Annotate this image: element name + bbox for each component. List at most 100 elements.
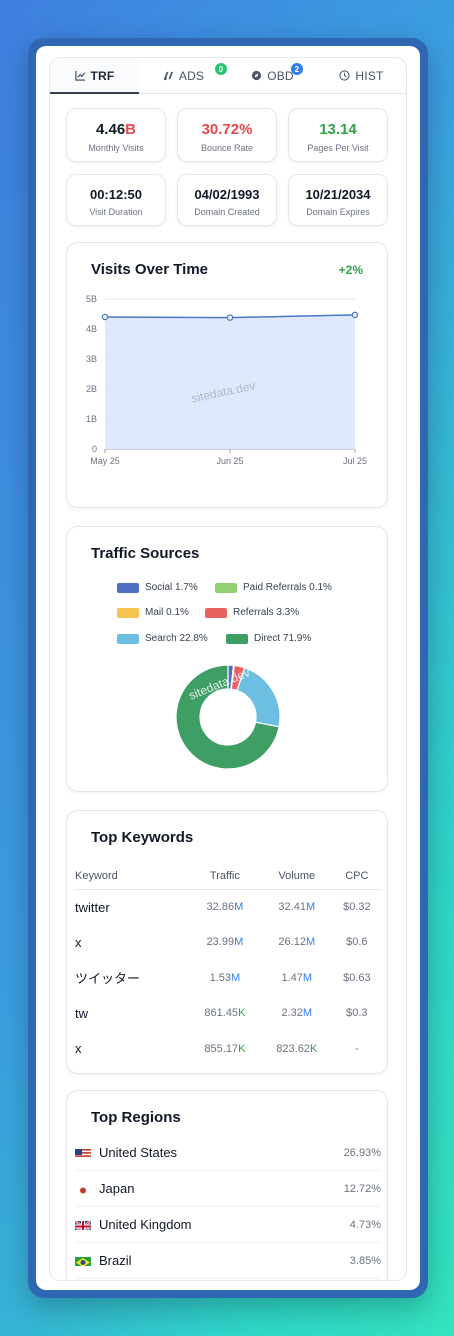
region-pct: 12.72% (343, 1182, 381, 1195)
traffic-cell: 23.99M (206, 936, 244, 949)
legend-swatch (215, 582, 237, 593)
tab-trf-label: TRF (90, 68, 115, 83)
data-point (226, 314, 234, 321)
legend-label: Social 1.7% (145, 582, 198, 593)
region-row[interactable]: Brazil 3.85% (75, 1243, 381, 1279)
chart-line-icon (74, 70, 85, 81)
region-name: Japan (99, 1181, 135, 1196)
keyword-cell: tw (75, 1005, 88, 1021)
pages-per-visit-value: 13.14 (319, 121, 357, 138)
tab-obd[interactable]: OBD 2 (228, 58, 317, 93)
stat-domain-created: 04/02/1993 Domain Created (177, 174, 277, 226)
legend-swatch (205, 607, 227, 618)
legend-label: Paid Referrals 0.1% (243, 582, 332, 593)
tab-ads[interactable]: ADS 0 (139, 58, 228, 93)
ads-count-badge: 0 (215, 63, 227, 75)
legend-paid-referrals: Paid Referrals 0.1% (215, 582, 332, 593)
region-name: United States (99, 1145, 178, 1160)
stat-monthly-visits: 4.46B Monthly Visits (66, 108, 166, 162)
legend-label: Mail 0.1% (145, 607, 189, 618)
keyword-row[interactable]: x 23.99M 26.12M $0.6 (75, 925, 381, 961)
keyword-cell: ツイッター (75, 971, 141, 987)
volume-cell: 26.12M (278, 936, 316, 949)
data-point (351, 311, 359, 319)
legend-search: Search 22.8% (117, 633, 208, 644)
legend-swatch (117, 582, 139, 593)
bounce-rate-label: Bounce Rate (200, 143, 254, 153)
legend-social: Social 1.7% (117, 582, 198, 593)
ads-icon (163, 71, 173, 81)
y-tick-label: 3B (86, 354, 97, 364)
br-flag-icon (75, 1255, 91, 1266)
domain-expires-value: 10/21/2034 (305, 187, 371, 202)
traffic-card-title: Traffic Sources (91, 545, 200, 562)
cpc-cell: $0.6 (346, 936, 368, 949)
traffic-donut-chart (175, 664, 281, 770)
col-traffic[interactable]: Traffic (188, 863, 261, 890)
y-tick-label: 1B (86, 414, 97, 424)
keyword-row[interactable]: x 855.17K 823.62K - (75, 1031, 381, 1067)
region-pct: 26.93% (343, 1146, 381, 1159)
obd-count-badge: 2 (291, 63, 303, 75)
keyword-row[interactable]: tw 861.45K 2.32M $0.3 (75, 996, 381, 1032)
legend-label: Search 22.8% (145, 633, 208, 644)
y-tick-label: 2B (86, 384, 97, 394)
keywords-header-row: Keyword Traffic Volume CPC (75, 863, 381, 890)
region-row[interactable]: United Kingdom 4.73% (75, 1207, 381, 1243)
stat-bounce-rate: 30.72% Bounce Rate (177, 108, 277, 162)
visits-over-time-card: Visits Over Time +2% 0 1B 2B 3B 4B 5B May 25 Ju… (66, 242, 388, 508)
keyword-row[interactable]: twitter 32.86M 32.41M $0.32 (75, 889, 381, 925)
monthly-visits-label: Monthly Visits (88, 143, 144, 153)
x-tick-label: May 25 (90, 456, 120, 466)
keyword-cell: x (75, 934, 82, 950)
region-pct: 4.73% (349, 1218, 381, 1231)
y-tick-label: 0 (92, 444, 97, 454)
legend-swatch (117, 607, 139, 618)
y-tick-label: 4B (86, 324, 97, 334)
region-row[interactable]: Japan 12.72% (75, 1171, 381, 1207)
traffic-sources-card: Traffic Sources Social 1.7% Paid Referra… (66, 526, 388, 792)
monthly-visits-unit: B (125, 121, 137, 138)
visits-change-badge: +2% (338, 263, 363, 277)
domain-created-value: 04/02/1993 (194, 187, 260, 202)
top-regions-card: Top Regions United States 26.93% Japan 1… (66, 1090, 388, 1280)
pages-per-visit-label: Pages Per Visit (307, 143, 369, 153)
region-name: United Kingdom (99, 1217, 192, 1232)
x-tick-label: Jul 25 (343, 456, 367, 466)
col-cpc[interactable]: CPC (332, 863, 381, 890)
traffic-cell: 855.17K (204, 1042, 246, 1055)
cpc-cell: $0.63 (343, 971, 371, 984)
visits-area-chart: 0 1B 2B 3B 4B 5B May 25 Jun 25 Jul 25 (86, 294, 367, 466)
monthly-visits-value: 4.46B (95, 121, 137, 138)
tab-hist[interactable]: HIST (317, 58, 406, 93)
col-keyword[interactable]: Keyword (75, 863, 189, 890)
x-tick-label: Jun 25 (216, 456, 243, 466)
stat-pages-per-visit: 13.14 Pages Per Visit (288, 108, 388, 162)
compass-icon (252, 70, 262, 81)
regions-card-title: Top Regions (91, 1109, 181, 1126)
visit-duration-label: Visit Duration (89, 207, 143, 217)
region-row[interactable]: United States 26.93% (75, 1135, 381, 1171)
tab-trf[interactable]: TRF (50, 58, 139, 94)
keyword-row[interactable]: ツイッター 1.53M 1.47M $0.63 (75, 960, 381, 996)
top-keywords-card: Top Keywords Keyword Traffic Volume CPC … (66, 810, 388, 1074)
traffic-cell: 861.45K (204, 1007, 246, 1020)
legend-label: Referrals 3.3% (233, 607, 300, 618)
stat-domain-expires: 10/21/2034 Domain Expires (288, 174, 388, 226)
region-pct: 3.85% (349, 1254, 381, 1267)
visit-duration-value: 00:12:50 (89, 187, 143, 202)
clock-icon (339, 70, 351, 81)
jp-flag-icon (75, 1183, 91, 1194)
visits-card-title: Visits Over Time (91, 261, 209, 278)
stat-visit-duration: 00:12:50 Visit Duration (66, 174, 166, 226)
traffic-cell: 32.86M (206, 901, 244, 913)
cpc-cell: $0.32 (343, 901, 371, 913)
extension-panel: TRF ADS 0 OBD 2 HIST 4.46B Monthly Visit… (36, 46, 420, 1290)
keywords-table: Keyword Traffic Volume CPC twitter 32.86M… (75, 863, 381, 1067)
data-point (101, 313, 109, 321)
domain-expires-label: Domain Expires (306, 207, 370, 217)
col-volume[interactable]: Volume (260, 863, 333, 890)
bounce-rate-value: 30.72% (201, 121, 253, 138)
tab-ads-label: ADS (178, 68, 205, 83)
region-name: Brazil (99, 1253, 132, 1268)
